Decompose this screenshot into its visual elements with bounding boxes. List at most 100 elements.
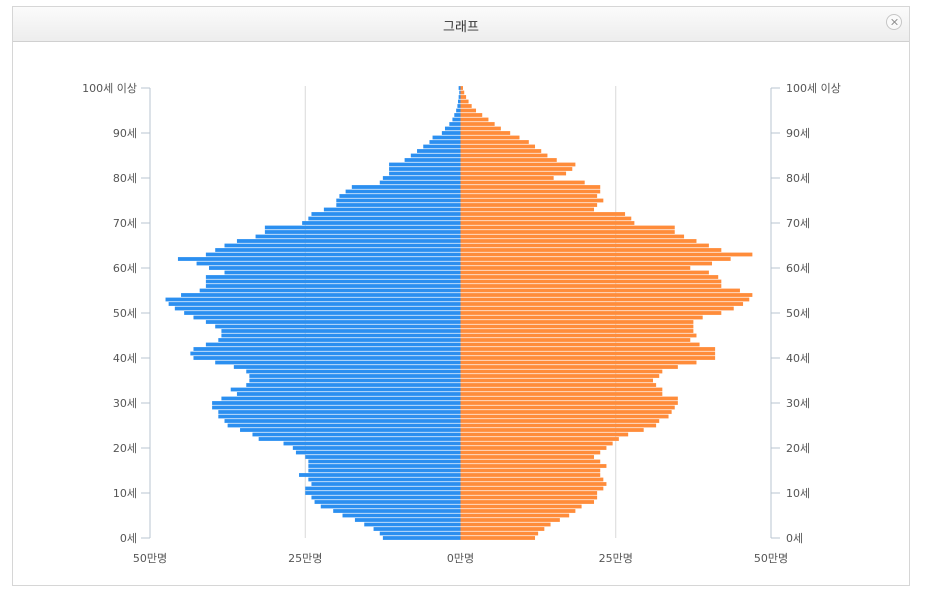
left-tick-label: 90세	[113, 127, 137, 140]
left-bar	[227, 423, 461, 428]
left-bar	[379, 531, 461, 536]
left-bar	[299, 473, 461, 477]
x-tick-label: 25만명	[288, 552, 322, 565]
right-bar	[460, 153, 548, 158]
left-bar	[240, 428, 461, 432]
left-bar	[283, 441, 461, 446]
left-bar	[249, 378, 461, 383]
left-tick-label: 50세	[113, 307, 137, 320]
left-bar	[308, 468, 461, 473]
left-bar	[314, 500, 461, 504]
right-bar	[460, 536, 536, 540]
right-tick-label: 60세	[786, 262, 810, 275]
right-bar	[460, 221, 635, 225]
left-bar	[205, 279, 461, 284]
right-bar	[460, 482, 607, 486]
left-bar	[249, 374, 461, 378]
right-bar	[460, 360, 697, 365]
right-bar	[460, 432, 629, 437]
right-bar	[460, 509, 576, 513]
right-bar	[460, 369, 663, 374]
right-bar	[460, 333, 697, 338]
right-bar	[460, 198, 604, 203]
left-tick-label: 100세 이상	[82, 82, 137, 95]
right-bar	[460, 405, 675, 410]
right-bar	[460, 302, 744, 306]
left-bar	[389, 162, 461, 167]
right-bar	[460, 441, 613, 446]
right-bar	[460, 311, 722, 315]
right-bar	[460, 464, 607, 468]
right-bar	[460, 455, 595, 459]
left-tick-label: 70세	[113, 217, 137, 230]
right-bar	[460, 477, 604, 482]
right-tick-label: 10세	[786, 487, 810, 500]
right-bar	[460, 167, 573, 171]
left-bar	[389, 171, 461, 176]
right-bar	[460, 486, 604, 491]
left-bar	[454, 113, 461, 117]
right-bar	[460, 450, 601, 455]
right-bar	[460, 531, 539, 536]
left-bar	[333, 509, 461, 513]
left-bar	[264, 230, 461, 234]
right-bar	[460, 491, 598, 495]
left-bar	[449, 122, 461, 126]
left-bar	[323, 207, 461, 212]
right-bar	[460, 500, 595, 504]
left-bar	[305, 455, 461, 459]
left-bar	[193, 315, 461, 320]
right-bar	[460, 288, 740, 293]
left-bar	[246, 383, 461, 387]
left-bar	[221, 329, 461, 333]
left-bar	[308, 216, 461, 221]
right-bar	[460, 203, 598, 207]
right-bar	[460, 365, 678, 369]
left-bar	[458, 99, 461, 104]
left-bar	[215, 324, 461, 329]
left-bar	[264, 225, 461, 230]
left-bar	[308, 459, 461, 464]
left-bar	[308, 464, 461, 468]
right-bar	[460, 252, 753, 257]
left-bar	[305, 486, 461, 491]
right-tick-label: 20세	[786, 442, 810, 455]
right-tick-label: 90세	[786, 127, 810, 140]
left-bar	[177, 257, 461, 261]
left-bar	[212, 405, 461, 410]
left-bar	[215, 360, 461, 365]
right-bar	[460, 248, 722, 252]
left-bar	[459, 90, 461, 95]
right-bar	[460, 212, 626, 216]
right-bar	[460, 504, 582, 509]
right-bar	[460, 428, 644, 432]
right-bar	[460, 414, 669, 419]
left-bar	[224, 270, 461, 275]
right-bar	[460, 351, 716, 356]
right-bar	[460, 473, 601, 477]
right-bar	[460, 297, 750, 302]
left-bar	[236, 239, 461, 243]
right-bar	[460, 99, 469, 104]
left-bar	[252, 432, 461, 437]
left-bar	[404, 158, 461, 162]
left-bar	[410, 153, 461, 158]
right-bar	[460, 122, 495, 126]
left-bar	[336, 198, 461, 203]
right-bar	[460, 176, 554, 180]
right-bar	[460, 230, 675, 234]
close-icon[interactable]	[886, 14, 902, 30]
right-bar	[460, 86, 463, 90]
right-bar	[460, 459, 601, 464]
left-tick-label: 40세	[113, 352, 137, 365]
right-bar	[460, 108, 477, 113]
left-tick-label: 20세	[113, 442, 137, 455]
left-bar	[351, 185, 461, 189]
left-bar	[174, 306, 461, 311]
right-tick-label: 0세	[786, 532, 803, 545]
left-bar	[181, 293, 461, 297]
left-tick-label: 80세	[113, 172, 137, 185]
right-bar	[460, 185, 601, 189]
right-bar	[460, 410, 672, 414]
right-bar	[460, 495, 598, 500]
